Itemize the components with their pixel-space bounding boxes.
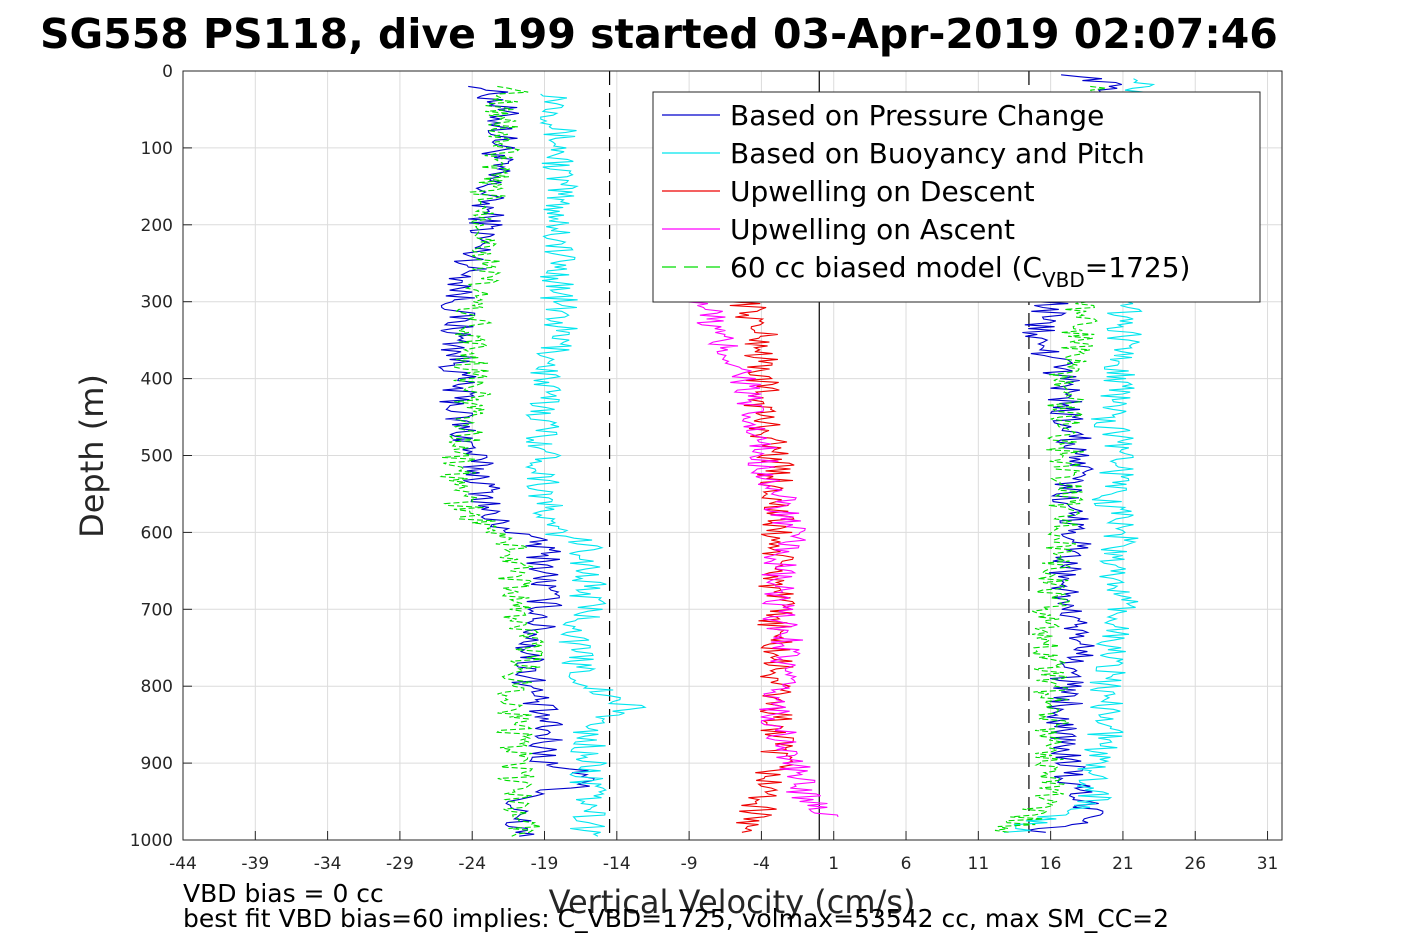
- y-tick-label: 500: [141, 447, 173, 467]
- x-tick-label: -4: [753, 854, 770, 874]
- annotation-best-fit: best fit VBD bias=60 implies: C_VBD=1725…: [183, 904, 1169, 933]
- y-tick-label: 100: [141, 139, 173, 159]
- y-tick-label: 400: [141, 370, 173, 390]
- y-tick-label: 700: [141, 600, 173, 620]
- y-tick-label: 800: [141, 677, 173, 697]
- y-tick-label: 0: [162, 62, 173, 82]
- y-tick-label: 900: [141, 754, 173, 774]
- x-tick-label: 21: [1112, 854, 1134, 874]
- series-line: [524, 93, 647, 837]
- y-tick-labels: 0 100 200 300 400 500 600 700 800 900 1000: [130, 62, 192, 851]
- x-tick-label: -14: [603, 854, 631, 874]
- legend-label: Based on Pressure Change: [730, 99, 1104, 132]
- series-line: [437, 85, 595, 837]
- y-axis-label: Depth (m): [73, 374, 111, 538]
- x-tick-label: -44: [169, 854, 197, 874]
- series-line: [994, 85, 1126, 833]
- x-tick-label: 31: [1257, 854, 1279, 874]
- x-tick-label: 1: [828, 854, 839, 874]
- x-tick-label: -29: [386, 854, 414, 874]
- x-axis-label: Vertical Velocity (cm/s): [549, 883, 916, 921]
- y-tick-label: 300: [141, 293, 173, 313]
- legend-label: Based on Buoyancy and Pitch: [730, 137, 1145, 170]
- x-tick-label: -24: [458, 854, 486, 874]
- series-line: [685, 301, 839, 818]
- y-tick-label: 200: [141, 216, 173, 236]
- series-line: [439, 85, 546, 837]
- legend-box: [652, 91, 1261, 303]
- x-tick-label: -9: [681, 854, 698, 874]
- legend-label: Upwelling on Descent: [730, 175, 1035, 208]
- chart-title: SG558 PS118, dive 199 started 03-Apr-201…: [40, 10, 1278, 58]
- legend-label: Upwelling on Ascent: [730, 213, 1015, 246]
- x-tick-label: 11: [968, 854, 990, 874]
- x-tick-label: 6: [901, 854, 912, 874]
- annotation-vbd-bias: VBD bias = 0 cc: [183, 879, 384, 908]
- x-tick-label: -34: [314, 854, 342, 874]
- y-tick-label: 1000: [130, 831, 173, 851]
- x-tick-label: 16: [1040, 854, 1062, 874]
- y-tick-label: 600: [141, 523, 173, 543]
- x-tick-label: 26: [1184, 854, 1206, 874]
- x-tick-label: -39: [241, 854, 269, 874]
- x-tick-labels: -44 -39 -34 -29 -24 -19 -14 -9 -4 1 6 11 16 21 26 31: [169, 831, 1278, 874]
- legend: Based on Pressure Change Based on Buoyanc…: [652, 91, 1261, 303]
- x-tick-label: -19: [531, 854, 559, 874]
